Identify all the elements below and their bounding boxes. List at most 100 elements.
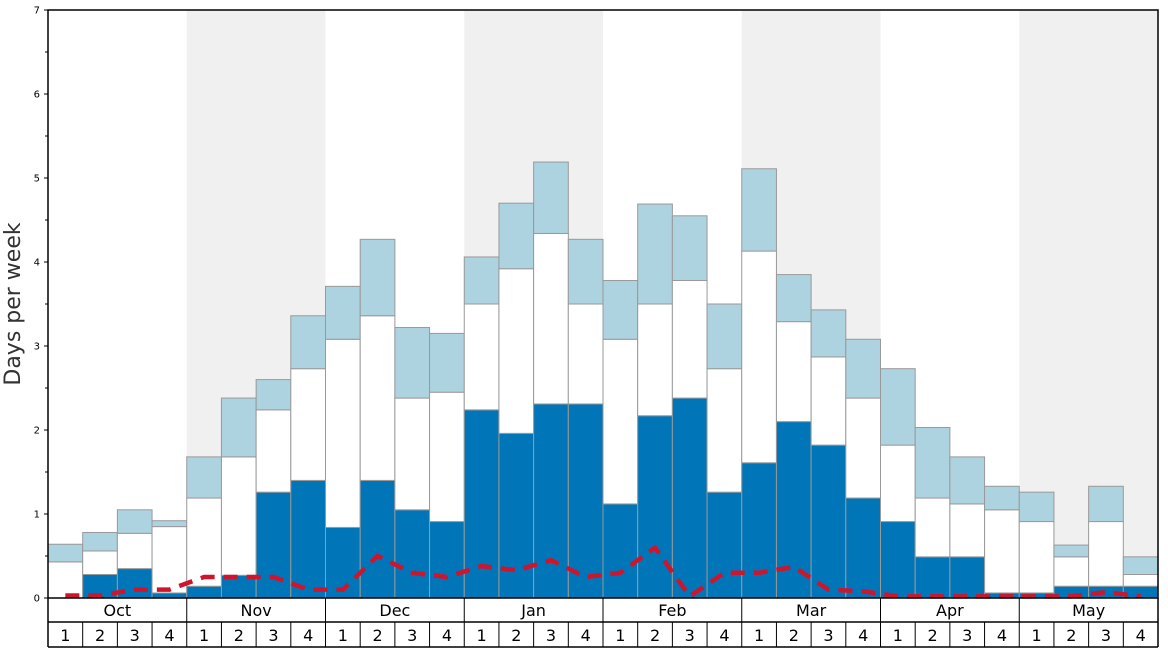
week-label: 1 — [338, 626, 348, 645]
week-label: 4 — [164, 626, 174, 645]
bar-segment-middle — [186, 497, 222, 587]
y-tick-label: 1 — [34, 510, 40, 521]
week-label: 4 — [581, 626, 591, 645]
month-label-may: May — [1072, 601, 1105, 620]
bar-segment-middle — [394, 397, 431, 511]
bar-segment-lower — [290, 479, 326, 599]
week-label: 3 — [685, 626, 695, 645]
bar-segment-lower — [880, 521, 916, 599]
y-axis-title: Days per week — [1, 222, 26, 385]
bar-segment-lower — [741, 462, 777, 599]
bar-segment-upper — [463, 256, 500, 305]
bar-segment-upper — [1088, 485, 1124, 523]
bar-segment-middle — [82, 550, 118, 575]
bar-segment-upper — [914, 426, 951, 499]
bar-segment-upper — [602, 279, 639, 340]
bar-segment-middle — [1053, 556, 1090, 587]
bar-segment-upper — [741, 168, 777, 252]
bar-segment-middle — [325, 338, 361, 528]
bar-segment-lower — [637, 415, 673, 599]
bar-segment-middle — [775, 321, 812, 423]
bar-segment-lower — [845, 497, 881, 599]
bar-segment-lower — [359, 479, 396, 599]
bar-segment-middle — [845, 397, 881, 499]
bar-segment-middle — [567, 303, 604, 405]
bar-segment-upper — [186, 456, 222, 499]
y-tick-label: 7 — [34, 6, 40, 17]
bar-segment-lower — [186, 585, 222, 599]
bar-segment-upper — [810, 309, 847, 358]
week-label: 3 — [130, 626, 140, 645]
week-label: 4 — [303, 626, 313, 645]
bar-segment-lower — [567, 403, 604, 599]
bar-segment-upper — [325, 285, 361, 340]
bar-segment-middle — [602, 338, 639, 505]
month-label-feb: Feb — [658, 601, 686, 620]
week-label: 1 — [60, 626, 70, 645]
bar-segment-upper — [533, 161, 569, 234]
bar-segment-middle — [741, 250, 777, 464]
week-label: 3 — [268, 626, 278, 645]
month-label-dec: Dec — [379, 601, 410, 620]
week-label: 4 — [442, 626, 452, 645]
bar-segment-lower — [671, 397, 708, 599]
week-label: 2 — [789, 626, 799, 645]
month-label-oct: Oct — [104, 601, 132, 620]
week-label: 4 — [719, 626, 729, 645]
bar-segment-middle — [255, 409, 292, 493]
bar-segment-lower — [394, 509, 431, 599]
bar-segment-middle — [220, 456, 257, 576]
y-tick-label: 4 — [34, 258, 40, 269]
bar-segment-middle — [359, 315, 396, 481]
bar-segment-lower — [949, 556, 986, 599]
week-label: 2 — [511, 626, 521, 645]
bar-segment-upper — [498, 202, 535, 270]
bar-segment-lower — [255, 491, 292, 599]
bar-segment-upper — [116, 509, 153, 534]
bar-segment-lower — [810, 444, 847, 599]
bar-segment-middle — [984, 509, 1020, 594]
bar-segment-upper — [775, 274, 812, 323]
bar-segment-middle — [949, 503, 986, 558]
week-label: 1 — [754, 626, 764, 645]
week-label: 3 — [546, 626, 556, 645]
week-label: 2 — [234, 626, 244, 645]
month-label-apr: Apr — [936, 601, 964, 620]
bar-segment-middle — [637, 303, 673, 417]
week-label: 3 — [1101, 626, 1111, 645]
week-label: 2 — [372, 626, 382, 645]
bar-segment-lower — [775, 421, 812, 599]
bar-segment-middle — [498, 268, 535, 434]
y-tick-label: 0 — [34, 594, 40, 605]
week-label: 2 — [1066, 626, 1076, 645]
week-label: 2 — [650, 626, 660, 645]
week-label: 4 — [858, 626, 868, 645]
week-label: 3 — [407, 626, 417, 645]
bar-segment-lower — [151, 592, 188, 599]
bar-segment-middle — [880, 444, 916, 523]
bar-segment-upper — [949, 456, 986, 505]
bar-segment-middle — [463, 303, 500, 411]
average-line — [65, 545, 1141, 599]
bar-segment-upper — [671, 215, 708, 281]
bar-segment-upper — [82, 531, 118, 552]
bar-segment-upper — [637, 203, 673, 305]
bar-segment-middle — [533, 232, 569, 405]
bar-segment-middle — [1018, 521, 1055, 594]
bar-segment-upper — [255, 379, 292, 411]
week-label: 4 — [1136, 626, 1146, 645]
bar-segment-lower — [498, 432, 535, 599]
month-label-nov: Nov — [241, 601, 272, 620]
bar-segment-upper — [984, 485, 1020, 511]
bar-segment-upper — [394, 327, 431, 399]
y-tick-label: 3 — [34, 342, 40, 353]
week-label: 1 — [199, 626, 209, 645]
bar-segment-middle — [116, 532, 153, 570]
bar-segment-upper — [567, 238, 604, 305]
bar-segment-upper — [845, 338, 881, 399]
y-tick-label: 6 — [34, 90, 40, 101]
bar-segment-upper — [1122, 556, 1159, 575]
bar-segment-upper — [429, 332, 465, 393]
